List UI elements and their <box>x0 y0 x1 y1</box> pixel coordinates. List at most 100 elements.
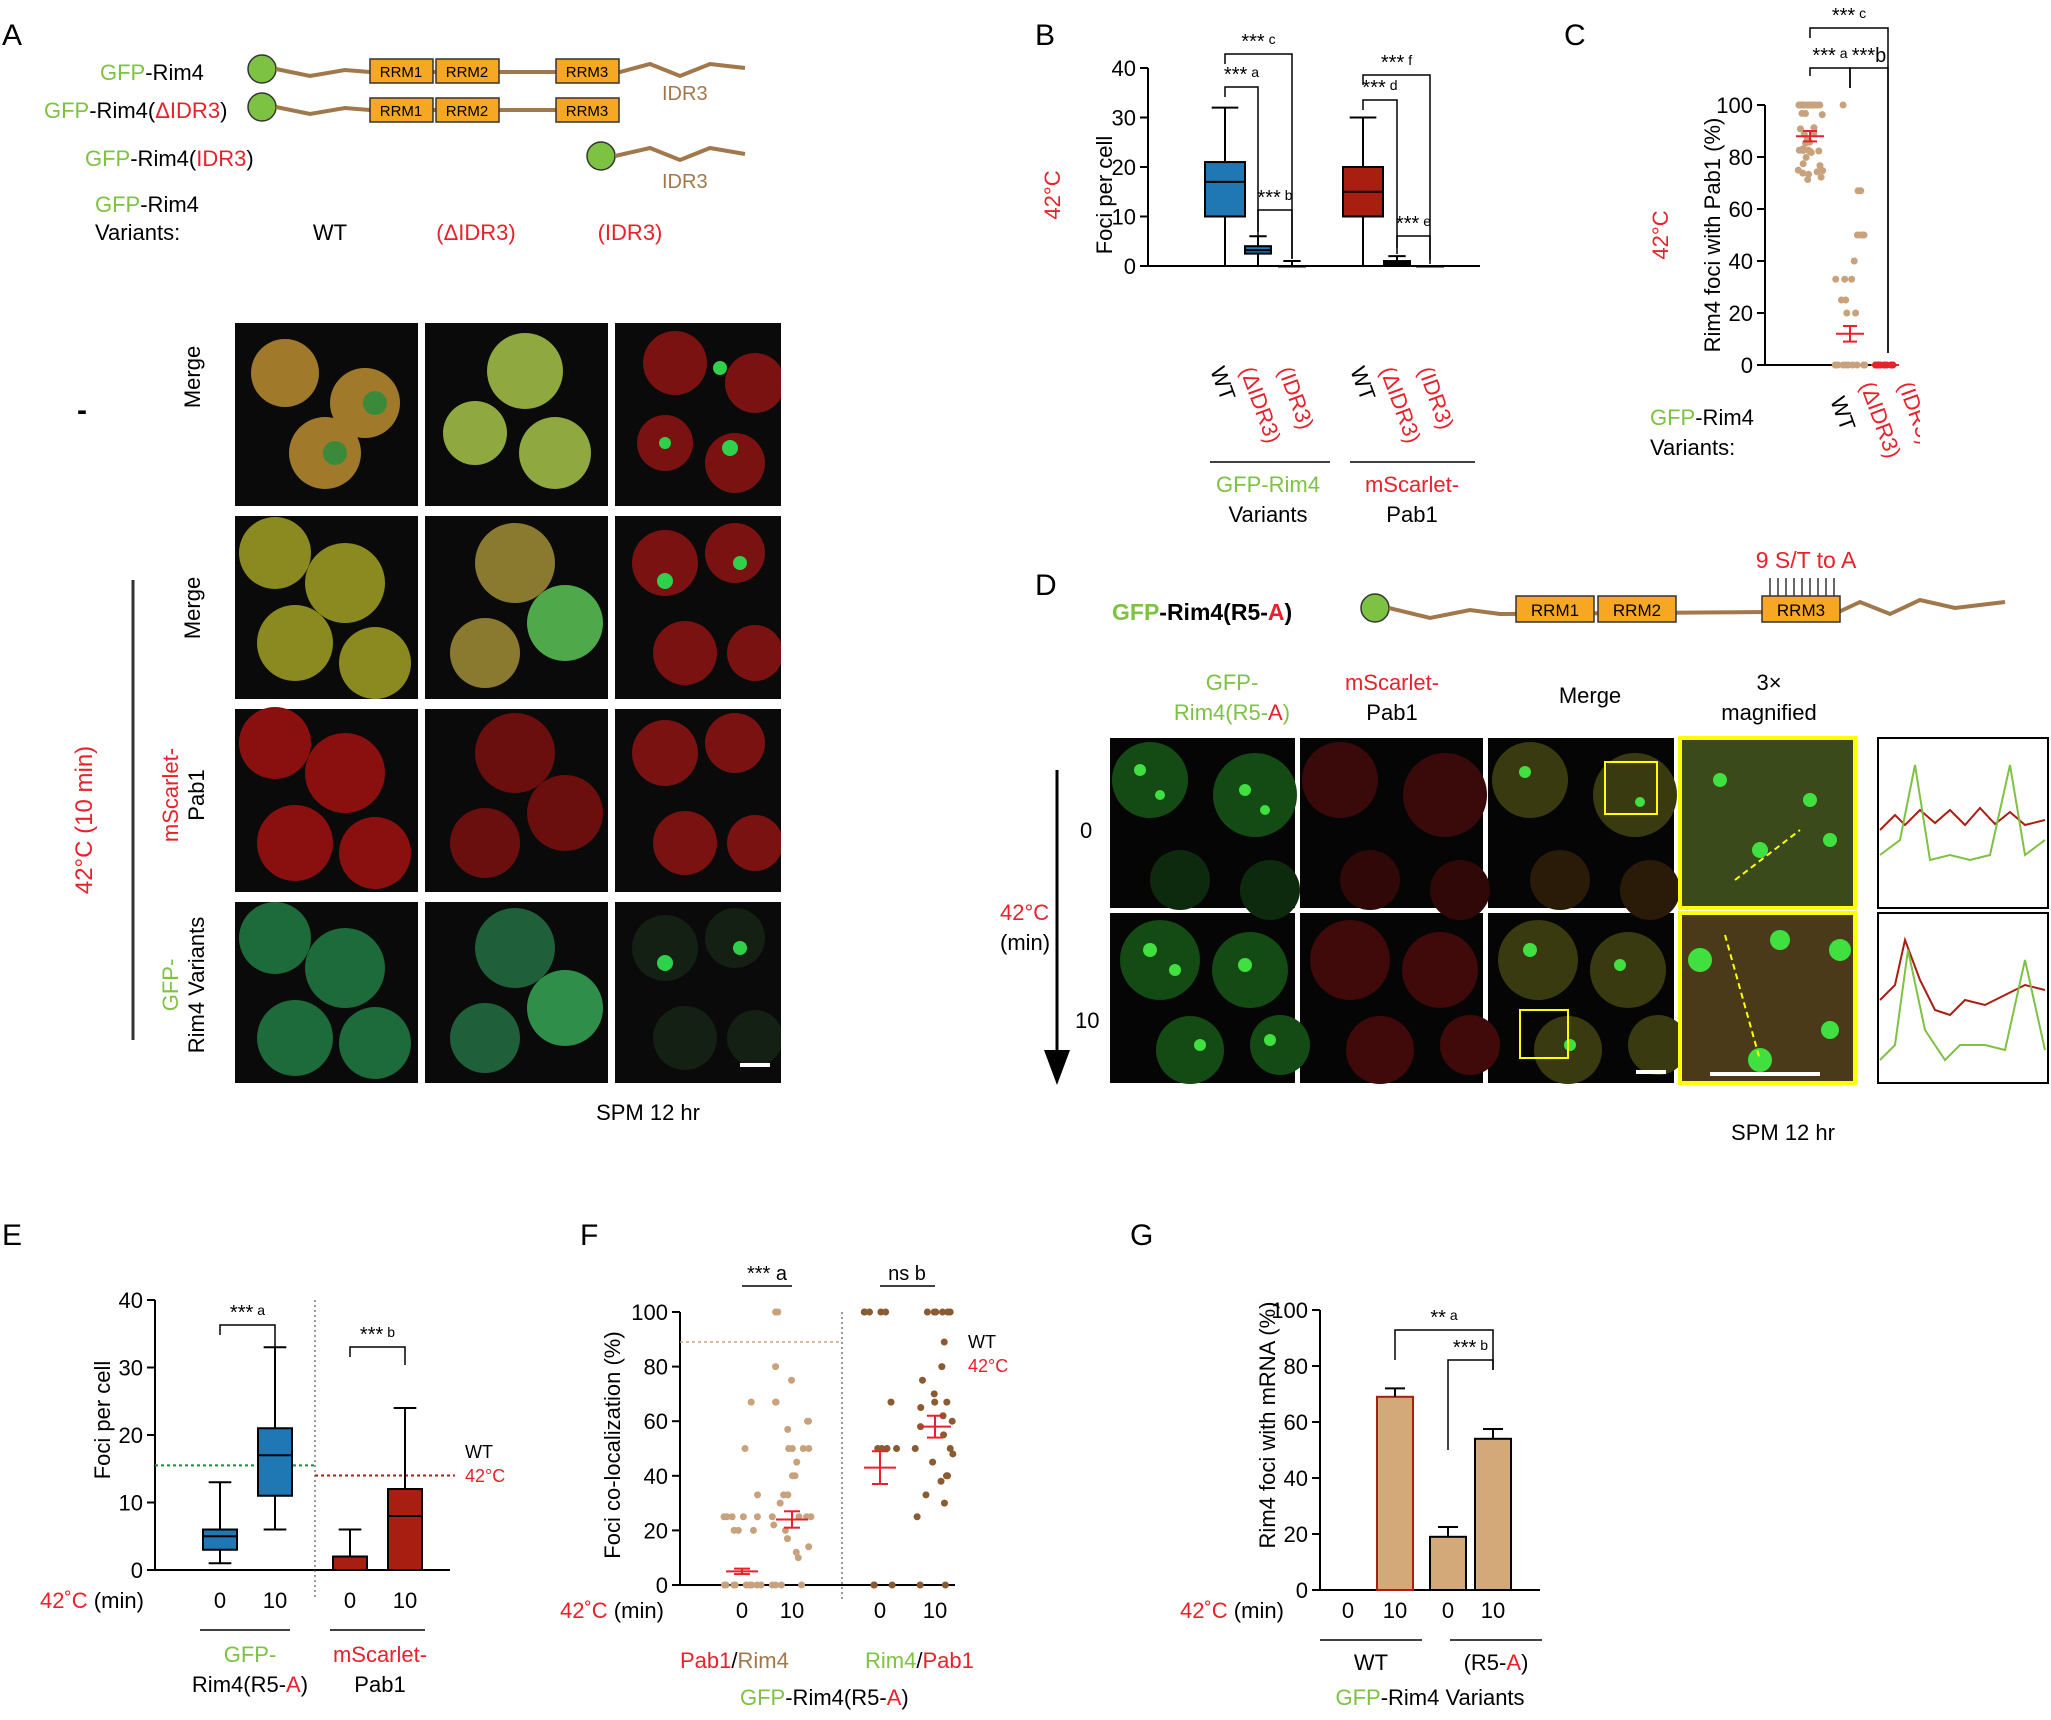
b-f-sig-label: *** f <box>1381 52 1412 74</box>
f-point <box>938 1308 946 1316</box>
d-col-4b: magnified <box>1721 700 1816 725</box>
chart-b-plot: 0 10 20 30 40 *** a *** b *** c *** d *** e *** f <box>1112 31 1480 279</box>
g-x-tick-label: 10 <box>1481 1598 1505 1623</box>
f-point <box>776 1499 784 1507</box>
construct-1-chain <box>275 61 746 79</box>
f-point <box>770 1521 778 1529</box>
f-point <box>877 1308 885 1316</box>
c-point-wt <box>1810 124 1818 132</box>
b-0-0-box <box>1204 161 1246 218</box>
b-b-sig-label: *** b <box>1257 187 1292 209</box>
f-point <box>803 1417 811 1425</box>
f-y-tick-label: 40 <box>644 1464 668 1489</box>
f-point <box>911 1445 919 1452</box>
rrm2-box-2 <box>435 97 500 123</box>
chart-e-plot: 0 10 20 30 40 *** a *** b 0 10 0 10 <box>119 1288 455 1613</box>
panel-d-letter: D <box>1035 569 1057 602</box>
f-point <box>929 1458 937 1466</box>
c-point-didr3 <box>1852 309 1860 317</box>
f-group-2: Rim4/Pab1 <box>865 1648 974 1673</box>
c-point-wt <box>1796 125 1804 133</box>
rrm3-label-2: RRM3 <box>566 103 609 120</box>
e-x-tick-label: 10 <box>393 1588 417 1613</box>
rrm2-box-1 <box>435 58 500 84</box>
f-point <box>777 1581 785 1589</box>
f-point <box>728 1513 736 1521</box>
f-point <box>944 1308 952 1316</box>
f-point <box>739 1513 747 1521</box>
g-bar <box>1376 1395 1414 1591</box>
row-label-gfp-a: GFP- <box>158 959 183 1012</box>
b-y-tick-label: 30 <box>1112 106 1136 131</box>
panel-a: A GFP-Rim4 RRM1 RRM2 RRM3 IDR3 GFP-Rim4(… <box>2 19 746 1125</box>
rrm3-label-1: RRM3 <box>566 64 609 81</box>
g-y-tick-label: 40 <box>1284 1466 1308 1491</box>
f-point <box>783 1535 791 1543</box>
footer-a: SPM 12 hr <box>596 1100 700 1125</box>
c-y-tick-label: 0 <box>1741 353 1753 378</box>
f-point <box>794 1554 802 1562</box>
b-d-sig-label: *** d <box>1362 77 1397 99</box>
e-b-bracket <box>349 1346 406 1365</box>
b-c-sig-label: *** c <box>1241 31 1275 53</box>
e-0-1-box <box>257 1427 293 1497</box>
c-tick-1: WT <box>1825 393 1860 434</box>
b-y-tick-label: 20 <box>1112 155 1136 180</box>
c-point-didr3 <box>1844 361 1852 369</box>
b-group-1b: Variants <box>1228 502 1307 527</box>
row-label-merge-1: Merge <box>180 346 205 408</box>
c-y-tick-label: 60 <box>1729 197 1753 222</box>
gfp-circle-2 <box>247 92 277 122</box>
c-point-didr3 <box>1832 275 1840 283</box>
d-rrm2: RRM2 <box>1613 601 1661 620</box>
f-point <box>774 1308 782 1316</box>
f-xlabel: 42˚C (min) <box>560 1598 664 1623</box>
c-point-wt <box>1816 162 1824 170</box>
c-variants-2: Variants: <box>1650 435 1735 460</box>
b-y-tick-label: 0 <box>1124 254 1136 279</box>
d-col-1b: Rim4(R5-A) <box>1174 700 1290 725</box>
f-point <box>944 1472 952 1480</box>
f-point <box>923 1308 931 1316</box>
f-x-tick-label: 10 <box>780 1598 804 1623</box>
f-x-tick-label: 10 <box>923 1598 947 1623</box>
b-y-tick-label: 40 <box>1112 56 1136 81</box>
panel-d: D GFP-Rim4(R5-A) RRM1 RRM2 RRM3 9 S/T to… <box>1000 547 2049 1145</box>
f-point <box>870 1581 878 1589</box>
f-point <box>940 1338 948 1346</box>
col-header-idr3: (IDR3) <box>598 220 663 245</box>
c-point-wt <box>1810 101 1818 109</box>
f-x-tick-label: 0 <box>874 1598 886 1623</box>
f-point <box>913 1513 921 1521</box>
c-y-tick-label: 40 <box>1729 249 1753 274</box>
c-y-tick-label: 100 <box>1716 93 1753 118</box>
b-tick-1: WT <box>1205 363 1240 404</box>
rrm1-label-1: RRM1 <box>380 64 423 81</box>
panel-b: B 42°C Foci per cell 0 10 20 30 40 *** a *** b **… <box>1035 19 1480 527</box>
g-xlabel: 42˚C (min) <box>1180 1598 1284 1623</box>
f-y-tick-label: 80 <box>644 1355 668 1380</box>
panel-b-letter: B <box>1035 19 1055 52</box>
b-f-bracket <box>1362 74 1431 260</box>
variants-header-2: Variants: <box>95 220 180 245</box>
f-point <box>941 1581 949 1589</box>
panel-f: F Foci co-localization (%) 020406080100*… <box>560 1219 1008 1710</box>
d-col-1a: GFP- <box>1206 670 1259 695</box>
panel-c-ylabel: Rim4 foci with Pab1 (%) <box>1700 118 1725 353</box>
f-point <box>887 1398 895 1406</box>
idr3-label-3: IDR3 <box>662 171 708 193</box>
f-point <box>939 1412 947 1420</box>
c-y-tick-label: 80 <box>1729 145 1753 170</box>
panel-g-ylabel: Rim4 foci with mRNA (%) <box>1255 1302 1280 1549</box>
construct-3-chain <box>614 145 746 163</box>
b-d-bracket <box>1362 99 1398 248</box>
f-footer: GFP-Rim4(R5-A) <box>740 1685 909 1710</box>
c-point-wt <box>1817 173 1825 181</box>
c-point-didr3 <box>1834 361 1842 369</box>
e-ref-2: 42°C <box>465 1466 505 1486</box>
f-x-tick-label: 0 <box>736 1598 748 1623</box>
c-point-didr3 <box>1857 187 1865 195</box>
f-point <box>780 1491 788 1499</box>
f-point <box>768 1513 776 1521</box>
panel-a-letter: A <box>2 19 22 52</box>
